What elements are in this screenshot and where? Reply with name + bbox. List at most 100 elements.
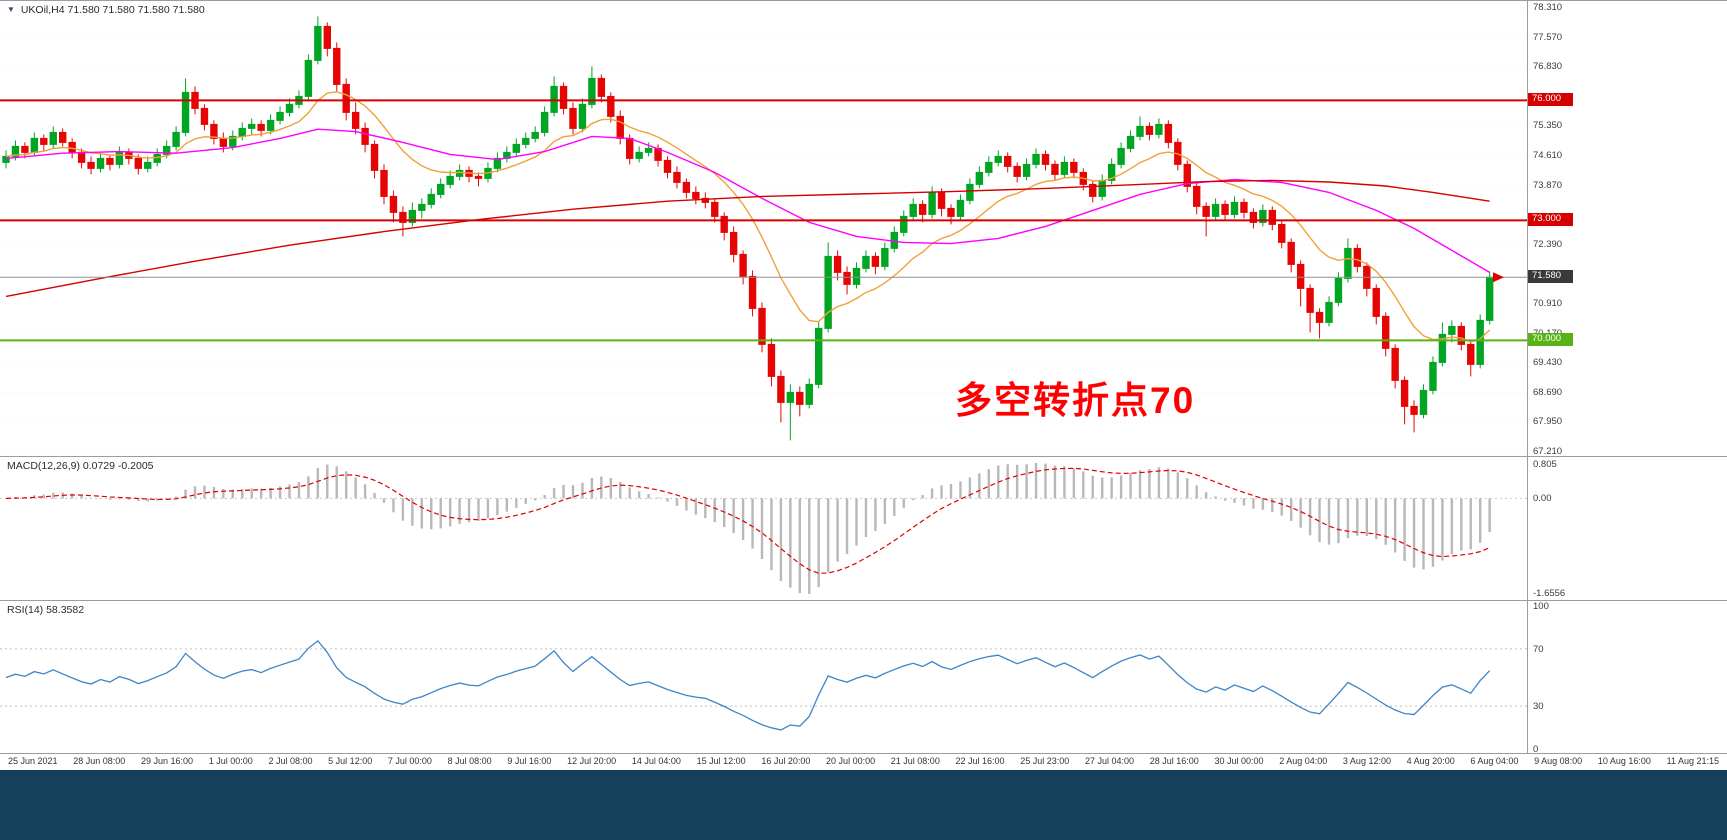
candle-body <box>531 131 539 139</box>
candle-body <box>682 181 691 193</box>
time-tick: 29 Jun 16:00 <box>140 756 194 766</box>
candle-body <box>1107 163 1116 181</box>
time-tick: 1 Jul 00:00 <box>208 756 253 766</box>
candle-body <box>361 127 369 145</box>
candle-body <box>314 25 322 61</box>
rsi-line <box>5 639 1491 731</box>
candle-body <box>162 145 171 155</box>
candle-body <box>1429 361 1437 391</box>
candle-body <box>1032 153 1040 165</box>
candle-body <box>30 137 39 153</box>
candle-body <box>635 151 643 159</box>
candle-body <box>2 155 10 163</box>
candle-body <box>701 197 709 203</box>
panel-separator <box>0 753 1727 754</box>
candle-body <box>380 169 388 197</box>
candle-body <box>881 247 889 267</box>
candle-body <box>276 111 284 121</box>
candle-body <box>607 95 615 117</box>
candle-body <box>1145 125 1154 135</box>
candle-body <box>1164 123 1173 143</box>
candle-body <box>144 161 152 169</box>
candle-body <box>1268 209 1276 225</box>
candle-body <box>540 111 549 133</box>
candle-body <box>1278 223 1286 243</box>
candle-body <box>96 157 105 169</box>
candle-body <box>229 135 237 147</box>
candle-body <box>333 47 341 85</box>
candle-body <box>833 255 842 273</box>
candle-body <box>11 145 20 157</box>
candle-body <box>1117 147 1125 165</box>
candle-body <box>1155 123 1163 135</box>
rsi-panel-canvas[interactable] <box>0 601 1727 753</box>
candle-body <box>106 157 114 165</box>
candle-body <box>626 137 634 159</box>
window-top-border <box>0 0 1727 1</box>
symbol-dropdown-icon: ▼ <box>7 5 15 14</box>
candle-body <box>720 215 728 233</box>
panel-separator <box>0 600 1727 601</box>
candle-body <box>1013 165 1021 177</box>
candle-body <box>342 83 350 113</box>
candle-body <box>1240 201 1248 213</box>
time-tick: 14 Jul 04:00 <box>631 756 681 766</box>
time-tick: 27 Jul 04:00 <box>1084 756 1135 766</box>
ma-slow-line <box>5 179 1490 298</box>
candle-body <box>1315 311 1324 323</box>
candle-body <box>134 157 143 169</box>
chart-symbol-readout: ▼ UKOil,H4 71.580 71.580 71.580 71.580 <box>7 4 205 16</box>
candle-body <box>748 275 757 309</box>
candle-body <box>862 255 870 269</box>
time-tick: 5 Jul 12:00 <box>328 756 373 766</box>
candle-body <box>370 143 379 171</box>
macd-signal-line <box>5 467 1490 574</box>
candle-body <box>153 153 161 163</box>
candle-body <box>1296 263 1305 289</box>
candle-body <box>767 343 776 377</box>
candle-body <box>900 215 908 233</box>
candle-body <box>588 77 596 105</box>
candle-body <box>512 143 520 153</box>
candle-body <box>729 231 738 255</box>
candle-body <box>796 391 804 405</box>
time-tick: 21 Jul 08:00 <box>890 756 940 766</box>
candle-body <box>966 183 974 201</box>
candle-body <box>1060 161 1069 175</box>
candle-body <box>616 115 624 139</box>
candle-body <box>1325 301 1333 323</box>
time-tick: 12 Jul 20:00 <box>567 756 617 766</box>
time-scale[interactable]: 25 Jun 2021 28 Jun 08:00 29 Jun 16:00 1 Jul… <box>0 754 1727 770</box>
candle-body <box>1457 325 1465 345</box>
candle-body <box>758 307 766 345</box>
macd-panel-canvas[interactable] <box>0 457 1727 600</box>
candle-body <box>1344 247 1352 279</box>
time-tick: 11 Aug 21:15 <box>1666 756 1719 766</box>
candle-body <box>985 161 993 173</box>
macd-readout: MACD(12,26,9) 0.0729 -0.2005 <box>7 460 154 472</box>
candle-body <box>1400 379 1409 407</box>
candle-body <box>1070 161 1078 173</box>
candle-body <box>1372 287 1380 317</box>
bottom-panel <box>0 770 1727 840</box>
candle-body <box>1410 405 1418 415</box>
price-scale-border <box>1527 0 1528 753</box>
main-chart-canvas[interactable] <box>0 0 1727 456</box>
candle-body <box>1391 347 1399 381</box>
candle-body <box>815 327 823 385</box>
time-tick: 9 Aug 08:00 <box>1534 756 1583 766</box>
candle-body <box>446 175 454 185</box>
candle-body <box>351 111 360 129</box>
candle-body <box>1211 203 1220 217</box>
ma-mid-line <box>5 128 1491 274</box>
candle-body <box>1438 333 1447 363</box>
candle-body <box>663 159 672 173</box>
time-tick: 28 Jun 08:00 <box>73 756 126 766</box>
candle-body <box>1183 163 1191 187</box>
candle-body <box>1259 209 1267 223</box>
candle-body <box>1353 247 1362 267</box>
candle-body <box>285 103 294 113</box>
candle-body <box>304 59 313 97</box>
candle-body <box>323 25 332 49</box>
candle-body <box>1041 153 1050 165</box>
